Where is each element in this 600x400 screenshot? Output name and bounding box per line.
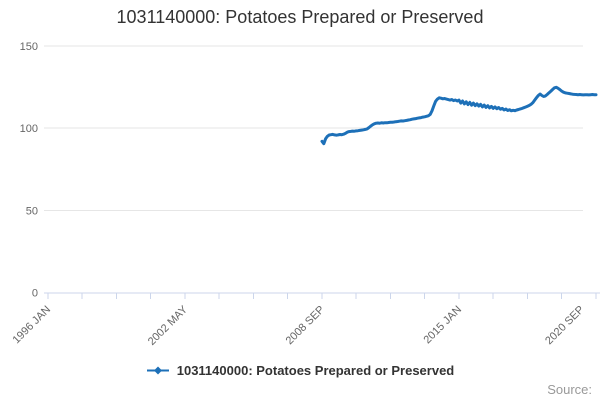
x-axis-label: 1996 JAN: [10, 304, 53, 347]
y-axis-label: 0: [32, 288, 38, 300]
x-axis-label: 2002 MAY: [146, 303, 191, 348]
x-axis-label: 2020 SEP: [543, 304, 587, 348]
y-axis-label: 150: [20, 41, 38, 53]
legend-label: 1031140000: Potatoes Prepared or Preserv…: [176, 363, 455, 378]
legend-line-marker-icon: [146, 366, 169, 375]
source-credit: Source:: [547, 382, 592, 397]
legend[interactable]: 1031140000: Potatoes Prepared or Preserv…: [0, 363, 600, 378]
chart-title: 1031140000: Potatoes Prepared or Preserv…: [116, 7, 484, 27]
x-axis-label: 2008 SEP: [284, 304, 328, 348]
y-axis-label: 100: [20, 123, 38, 135]
y-axis-label: 50: [26, 205, 38, 217]
series-line[interactable]: [320, 85, 598, 146]
x-axis-label: 2015 JAN: [421, 304, 464, 347]
